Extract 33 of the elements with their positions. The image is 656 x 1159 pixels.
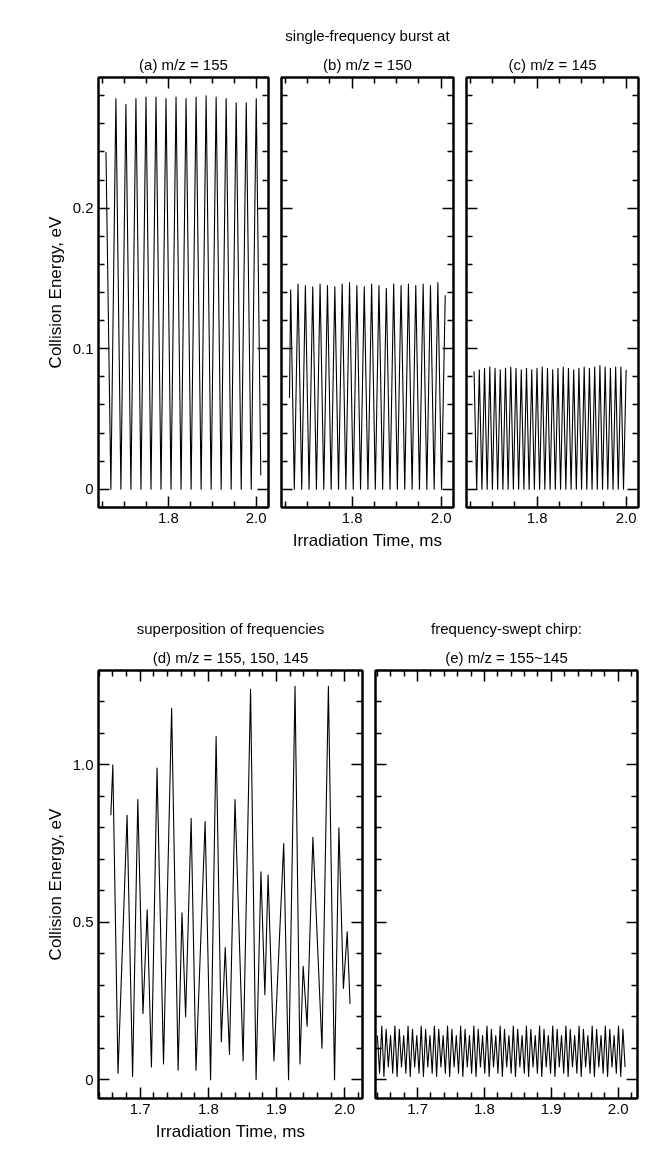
chart-title: (e) m/z = 155~145 bbox=[445, 648, 568, 666]
x-tick-label: 2.0 bbox=[334, 1099, 356, 1117]
text: frequency-swept chirp: bbox=[431, 619, 582, 637]
y-tick-label: 1.0 bbox=[72, 755, 94, 773]
x-tick-label: 1.9 bbox=[540, 1099, 562, 1117]
y-tick-label: 0 bbox=[85, 1070, 94, 1088]
y-tick-label: 0.1 bbox=[72, 339, 94, 357]
line-series bbox=[110, 685, 351, 1081]
chart-title: (c) m/z = 145 bbox=[508, 55, 597, 73]
x-tick-label: 1.8 bbox=[526, 508, 548, 526]
chart-title: (b) m/z = 150 bbox=[323, 55, 412, 73]
x-axis-title: Irradiation Time, ms bbox=[155, 1121, 305, 1141]
x-tick-label: 1.8 bbox=[157, 508, 179, 526]
chart-title: (d) m/z = 155, 150, 145 bbox=[152, 648, 309, 666]
x-tick-label: 2.0 bbox=[607, 1099, 629, 1117]
x-tick-label: 1.9 bbox=[266, 1099, 287, 1117]
x-axis-title: Irradiation Time, ms bbox=[292, 530, 442, 550]
y-axis-title: Collision Energy, eV bbox=[45, 807, 65, 961]
y-tick-label: 0 bbox=[85, 480, 94, 498]
text: superposition of frequencies bbox=[136, 619, 325, 637]
x-tick-label: 1.7 bbox=[407, 1099, 429, 1117]
text: single-frequency burst at bbox=[285, 26, 451, 44]
x-tick-label: 2.0 bbox=[615, 508, 637, 526]
chart-title: (a) m/z = 155 bbox=[139, 55, 228, 73]
y-axis-title: Collision Energy, eV bbox=[45, 215, 65, 369]
y-tick-label: 0.5 bbox=[72, 913, 94, 931]
y-tick-label: 0.2 bbox=[72, 199, 94, 217]
x-tick-label: 1.7 bbox=[129, 1099, 151, 1117]
x-tick-label: 1.8 bbox=[474, 1099, 495, 1117]
x-tick-label: 2.0 bbox=[430, 508, 452, 526]
x-tick-label: 2.0 bbox=[245, 508, 267, 526]
x-tick-label: 1.8 bbox=[341, 508, 363, 526]
x-tick-label: 1.8 bbox=[197, 1099, 219, 1117]
